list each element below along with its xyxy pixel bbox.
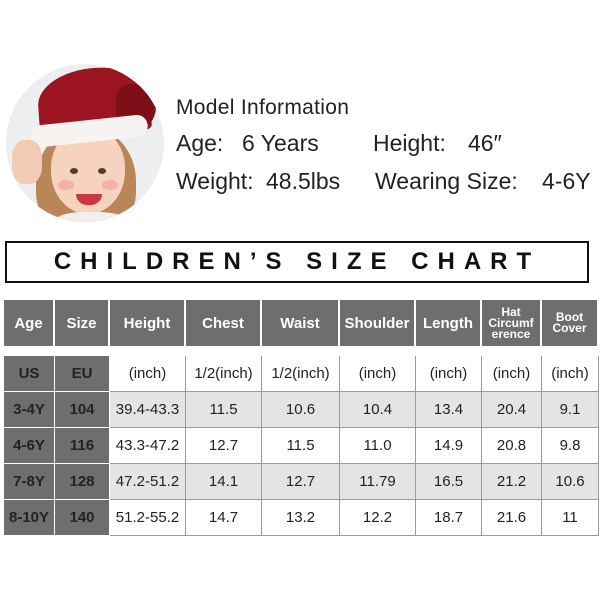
cell-length: 13.4	[416, 392, 482, 428]
photo-hand	[12, 140, 42, 184]
cell-chest: 11.5	[186, 392, 262, 428]
units-cell: (inch)	[340, 356, 416, 392]
size-chart-banner: CHILDREN’S SIZE CHART	[5, 241, 589, 283]
cell-chest: 14.1	[186, 464, 262, 500]
header-hat-line: Circumf	[488, 315, 534, 330]
table-row: 4-6Y 116 43.3-47.2 12.7 11.5 11.0 14.9 2…	[4, 428, 599, 464]
table-row: 7-8Y 128 47.2-51.2 14.1 12.7 11.79 16.5 …	[4, 464, 599, 500]
photo-cheek	[58, 180, 74, 190]
cell-height: 39.4-43.3	[110, 392, 186, 428]
units-cell: (inch)	[482, 356, 542, 392]
cell-size: 140	[55, 500, 110, 536]
cell-shoulder: 11.0	[340, 428, 416, 464]
header-hat-line: erence	[491, 326, 531, 341]
cell-boot: 9.8	[542, 428, 599, 464]
cell-hat: 21.2	[482, 464, 542, 500]
header-age: Age	[4, 300, 55, 346]
cell-height: 43.3-47.2	[110, 428, 186, 464]
cell-shoulder: 12.2	[340, 500, 416, 536]
table-row: 8-10Y 140 51.2-55.2 14.7 13.2 12.2 18.7 …	[4, 500, 599, 536]
units-cell: 1/2(inch)	[262, 356, 340, 392]
header-size: Size	[55, 300, 110, 346]
header-waist: Waist	[262, 300, 340, 346]
cell-hat: 20.4	[482, 392, 542, 428]
header-boot-line: Cover	[552, 321, 587, 335]
cell-hat: 21.6	[482, 500, 542, 536]
cell-hat: 20.8	[482, 428, 542, 464]
photo-cheek	[102, 180, 118, 190]
cell-height: 47.2-51.2	[110, 464, 186, 500]
header-hat-circumference: Hat Circumf erence	[482, 300, 542, 346]
age-label: Age:	[176, 130, 224, 156]
header-boot-cover: Boot Cover	[542, 300, 599, 346]
cell-height: 51.2-55.2	[110, 500, 186, 536]
cell-size: 104	[55, 392, 110, 428]
height-label: Height:	[373, 130, 446, 156]
header-hat-line: Hat	[501, 304, 521, 319]
wearing-size-label: Wearing Size:	[375, 168, 518, 194]
cell-boot: 11	[542, 500, 599, 536]
model-info-title: Model Information	[176, 96, 350, 119]
units-eu: EU	[55, 356, 110, 392]
units-cell: 1/2(inch)	[186, 356, 262, 392]
size-chart-title: CHILDREN’S SIZE CHART	[53, 248, 541, 275]
photo-eye	[98, 168, 106, 174]
cell-waist: 11.5	[262, 428, 340, 464]
photo-mouth	[76, 194, 102, 205]
table-row: 3-4Y 104 39.4-43.3 11.5 10.6 10.4 13.4 2…	[4, 392, 599, 428]
header-boot-line: Boot	[555, 310, 584, 324]
units-cell: (inch)	[542, 356, 599, 392]
header-chest: Chest	[186, 300, 262, 346]
cell-shoulder: 11.79	[340, 464, 416, 500]
header-height: Height	[110, 300, 186, 346]
cell-boot: 9.1	[542, 392, 599, 428]
weight-label: Weight:	[176, 168, 254, 194]
model-photo	[6, 64, 164, 222]
units-us: US	[4, 356, 55, 392]
cell-shoulder: 10.4	[340, 392, 416, 428]
age-value: 6 Years	[242, 130, 319, 156]
cell-age: 7-8Y	[4, 464, 55, 500]
photo-eye	[70, 168, 78, 174]
cell-age: 4-6Y	[4, 428, 55, 464]
cell-age: 3-4Y	[4, 392, 55, 428]
cell-length: 14.9	[416, 428, 482, 464]
cell-chest: 12.7	[186, 428, 262, 464]
weight-value: 48.5lbs	[266, 168, 341, 194]
size-chart-table: Age Size Height Chest Waist Shoulder Len…	[4, 300, 599, 536]
height-value: 46″	[468, 130, 502, 156]
photo-collar	[56, 212, 126, 222]
cell-age: 8-10Y	[4, 500, 55, 536]
units-cell: (inch)	[110, 356, 186, 392]
wearing-size-value: 4-6Y	[542, 168, 591, 194]
cell-waist: 13.2	[262, 500, 340, 536]
table-header-row: Age Size Height Chest Waist Shoulder Len…	[4, 300, 599, 346]
units-cell: (inch)	[416, 356, 482, 392]
cell-size: 128	[55, 464, 110, 500]
cell-length: 18.7	[416, 500, 482, 536]
header-shoulder: Shoulder	[340, 300, 416, 346]
header-length: Length	[416, 300, 482, 346]
table-units-row: US EU (inch) 1/2(inch) 1/2(inch) (inch) …	[4, 356, 599, 392]
cell-waist: 10.6	[262, 392, 340, 428]
cell-length: 16.5	[416, 464, 482, 500]
cell-chest: 14.7	[186, 500, 262, 536]
cell-waist: 12.7	[262, 464, 340, 500]
cell-boot: 10.6	[542, 464, 599, 500]
cell-size: 116	[55, 428, 110, 464]
